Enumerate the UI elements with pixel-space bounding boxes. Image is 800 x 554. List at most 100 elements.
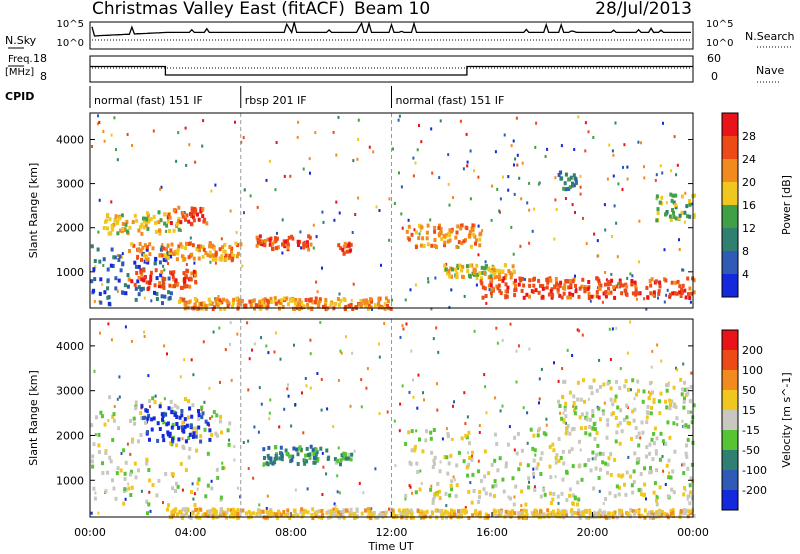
echo-cell xyxy=(273,445,277,450)
echo-cell xyxy=(298,302,302,307)
scatter-echo xyxy=(464,506,467,510)
echo-cell xyxy=(298,446,301,451)
scatter-echo xyxy=(366,367,369,371)
echo-cell xyxy=(512,502,516,507)
echo-cell xyxy=(373,303,377,308)
scatter-echo xyxy=(643,176,646,180)
echo-cell xyxy=(128,249,131,253)
echo-cell xyxy=(108,395,112,400)
echo-cell xyxy=(533,488,537,492)
echo-cell xyxy=(545,285,549,290)
echo-cell xyxy=(170,425,174,430)
scatter-echo xyxy=(538,377,541,381)
echo-cell xyxy=(675,291,679,296)
echo-cell xyxy=(220,254,224,259)
echo-cell xyxy=(623,384,627,389)
echo-cell xyxy=(194,305,198,310)
echo-cell xyxy=(514,287,518,292)
echo-cell xyxy=(433,455,437,460)
echo-cell xyxy=(631,291,635,296)
echo-cell xyxy=(179,242,183,247)
echo-cell xyxy=(186,508,190,513)
scatter-echo xyxy=(579,192,582,196)
scatter-echo xyxy=(260,402,263,406)
scatter-echo xyxy=(378,209,381,212)
echo-cell xyxy=(498,456,502,461)
echo-cell xyxy=(587,280,591,284)
echo-cell xyxy=(447,512,451,517)
echo-cell xyxy=(512,269,516,274)
echo-cell xyxy=(145,211,149,216)
echo-cell xyxy=(133,461,137,466)
echo-cell xyxy=(198,515,202,520)
scatter-echo xyxy=(565,421,567,425)
echo-cell xyxy=(603,282,607,287)
echo-cell xyxy=(588,425,592,429)
echo-cell xyxy=(184,246,188,251)
echo-cell xyxy=(285,513,289,517)
echo-cell xyxy=(192,209,196,214)
echo-cell xyxy=(605,515,608,520)
echo-cell xyxy=(652,490,656,495)
echo-cell xyxy=(266,453,270,458)
echo-cell xyxy=(645,454,648,459)
echo-cell xyxy=(168,296,172,300)
scatter-echo xyxy=(463,294,466,298)
echo-cell xyxy=(532,433,536,438)
echo-cell xyxy=(587,458,591,462)
echo-cell xyxy=(155,297,159,301)
echo-cell xyxy=(175,257,179,262)
echo-cell xyxy=(160,270,164,275)
scatter-echo xyxy=(325,472,328,476)
echo-cell xyxy=(640,420,644,425)
colorbar-tick-label: 24 xyxy=(742,153,756,166)
scatter-echo xyxy=(368,145,371,149)
echo-cell xyxy=(475,275,479,280)
echo-cell xyxy=(680,210,684,215)
echo-cell xyxy=(606,462,610,467)
echo-cell xyxy=(170,406,174,411)
scatter-echo xyxy=(452,475,455,479)
echo-cell xyxy=(275,246,278,251)
echo-cell xyxy=(560,295,564,300)
echo-cell xyxy=(353,515,357,520)
echo-cell xyxy=(236,513,240,518)
echo-cell xyxy=(569,295,573,300)
echo-cell xyxy=(107,301,111,306)
echo-cell xyxy=(180,413,184,418)
scatter-echo xyxy=(315,235,318,239)
echo-cell xyxy=(635,457,639,462)
echo-cell xyxy=(608,281,612,286)
echo-cell xyxy=(658,411,662,416)
scatter-echo xyxy=(611,149,614,153)
echo-cell xyxy=(177,219,180,224)
echo-cell xyxy=(163,221,167,226)
scatter-echo xyxy=(609,358,612,361)
scatter-echo xyxy=(116,289,119,293)
echo-cell xyxy=(424,438,428,443)
scatter-echo xyxy=(438,176,441,180)
echo-cell xyxy=(197,409,200,413)
echo-cell xyxy=(431,497,435,502)
scatter-echo xyxy=(192,373,195,377)
scatter-echo xyxy=(93,299,96,303)
echo-cell xyxy=(195,448,199,453)
echo-cell xyxy=(280,453,284,458)
echo-cell xyxy=(583,289,587,294)
echo-cell xyxy=(604,290,608,294)
echo-cell xyxy=(593,437,597,441)
echo-cell xyxy=(232,297,236,302)
echo-cell xyxy=(460,241,464,246)
echo-cell xyxy=(184,305,188,310)
echo-cell xyxy=(461,275,465,279)
echo-cell xyxy=(506,442,510,447)
echo-cell xyxy=(687,410,690,415)
echo-cell xyxy=(687,509,691,514)
echo-cell xyxy=(457,450,461,455)
scatter-echo xyxy=(370,307,373,311)
echo-cell xyxy=(221,466,225,471)
scatter-echo xyxy=(526,201,529,205)
scatter-echo xyxy=(515,380,518,384)
echo-cell xyxy=(592,486,596,491)
echo-cell xyxy=(692,290,696,295)
